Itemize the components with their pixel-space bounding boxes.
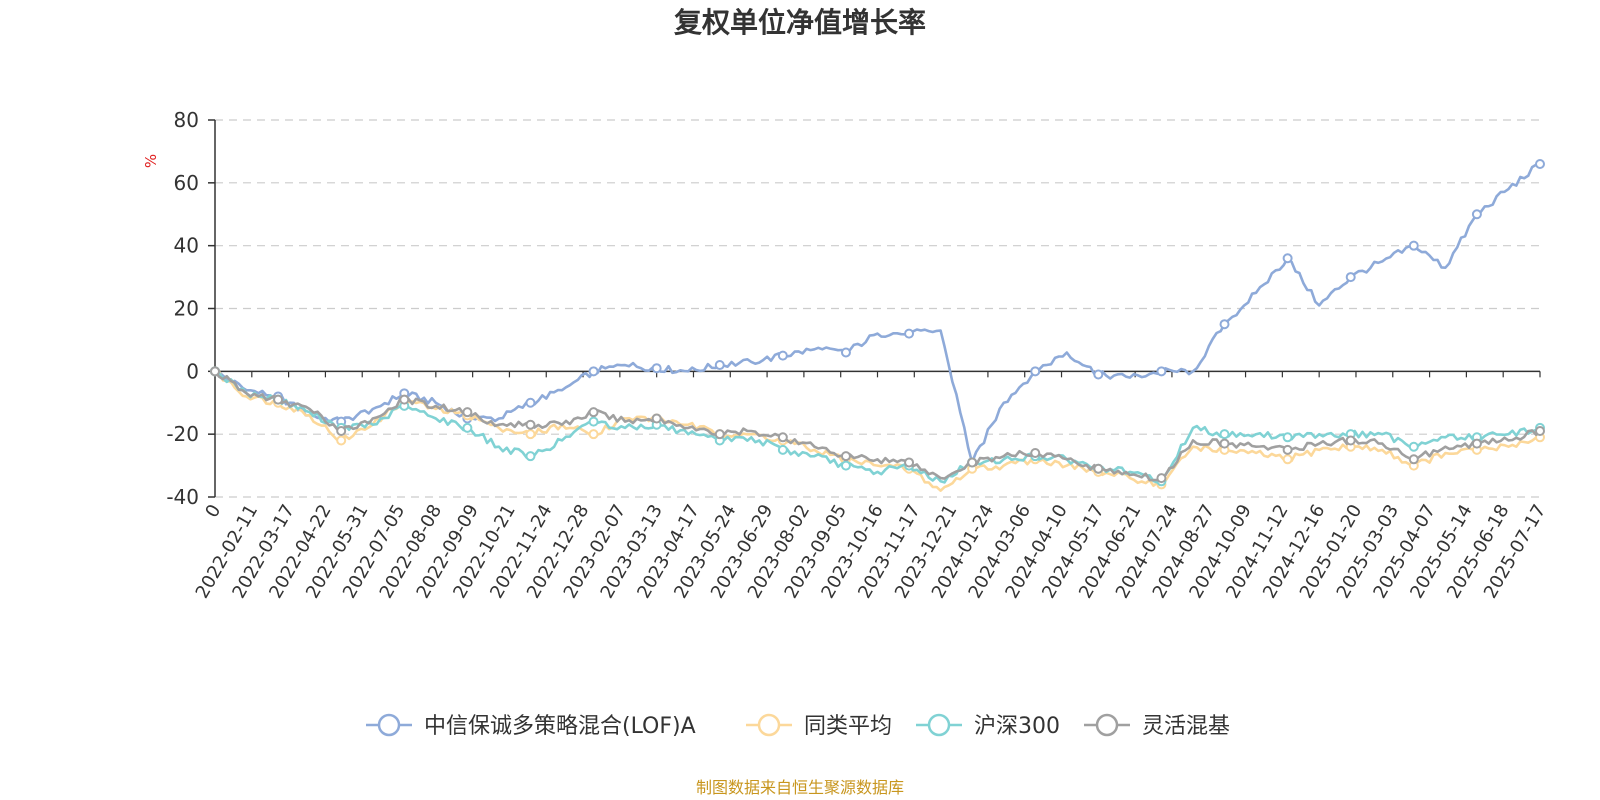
legend-label: 灵活混基: [1142, 714, 1230, 739]
series-marker: [399, 394, 410, 405]
series-marker: [1282, 253, 1293, 264]
y-axis-unit: %: [142, 154, 160, 168]
series-line: [214, 370, 1541, 484]
series-marker: [904, 328, 915, 339]
series-marker: [1219, 438, 1230, 449]
series-marker: [1535, 426, 1545, 437]
series-marker: [1471, 209, 1482, 220]
series-marker: [1030, 366, 1041, 377]
series-line: [214, 369, 1541, 492]
data-source-note: 制图数据来自恒生聚源数据库: [696, 778, 904, 797]
series-marker: [777, 432, 788, 443]
series-marker: [777, 444, 788, 455]
series-marker: [1535, 158, 1545, 169]
series-marker: [1345, 435, 1356, 446]
series-marker: [1282, 444, 1293, 455]
series-marker: [210, 366, 220, 377]
legend-label: 中信保诚多策略混合(LOF)A: [424, 714, 696, 739]
legend[interactable]: 中信保诚多策略混合(LOF)A 同类平均 沪深300 灵活混基: [366, 713, 1230, 739]
series-marker: [840, 347, 851, 358]
series-marker: [1156, 473, 1167, 484]
series-marker: [1408, 454, 1419, 465]
series-marker: [714, 360, 725, 371]
y-tick-label: 60: [174, 171, 199, 195]
series-marker: [1282, 432, 1293, 443]
series-marker: [1093, 369, 1104, 380]
series-marker: [1219, 429, 1230, 440]
legend-item[interactable]: 中信保诚多策略混合(LOF)A: [366, 713, 696, 739]
y-tick-label: -20: [166, 422, 199, 446]
series-marker: [1156, 366, 1167, 377]
legend-marker-icon: [757, 713, 781, 737]
series-marker: [525, 451, 536, 462]
series-marker: [336, 435, 347, 446]
series-marker: [1093, 463, 1104, 474]
series-marker: [777, 350, 788, 361]
series-marker: [462, 422, 473, 433]
y-tick-label: 20: [174, 297, 199, 321]
series-marker: [840, 451, 851, 462]
legend-label: 同类平均: [804, 714, 892, 739]
series-marker: [525, 419, 536, 430]
legend-marker-icon: [377, 713, 401, 737]
legend-item[interactable]: 同类平均: [746, 713, 892, 739]
legend-label: 沪深300: [974, 714, 1060, 739]
y-axis-ticks: 80 60 40 20 0 -20 -40: [166, 108, 215, 509]
legend-marker-icon: [1095, 713, 1119, 737]
legend-item[interactable]: 灵活混基: [1084, 713, 1230, 739]
series-marker: [525, 397, 536, 408]
grid-lines: [215, 119, 1540, 498]
legend-item[interactable]: 沪深300: [916, 713, 1060, 739]
series-marker: [651, 413, 662, 424]
series-marker: [714, 429, 725, 440]
series-marker: [588, 429, 599, 440]
series-marker: [1471, 438, 1482, 449]
series-marker: [588, 407, 599, 418]
series-marker: [336, 426, 347, 437]
series-marker: [1345, 272, 1356, 283]
series-marker: [273, 394, 284, 405]
series-marker: [588, 416, 599, 427]
series-marker: [967, 457, 978, 468]
series-marker: [1408, 240, 1419, 251]
series-marker: [462, 407, 473, 418]
series-lines: [210, 158, 1545, 492]
series-marker: [525, 429, 536, 440]
series-marker: [1030, 448, 1041, 459]
y-tick-label: 80: [174, 108, 199, 132]
y-tick-label: 0: [186, 359, 199, 383]
series-marker: [1282, 454, 1293, 465]
legend-marker-icon: [927, 713, 951, 737]
y-tick-label: 40: [174, 234, 199, 258]
x-tick-label: 0: [201, 501, 225, 521]
series-marker: [1219, 319, 1230, 330]
y-tick-label: -40: [166, 485, 199, 509]
series-line: [213, 370, 1541, 482]
series-line: [214, 162, 1541, 464]
chart-title: 复权单位净值增长率: [674, 6, 926, 39]
series-marker: [840, 460, 851, 471]
series-marker: [588, 366, 599, 377]
series-marker: [904, 457, 915, 468]
series-marker: [651, 363, 662, 374]
series-marker: [1408, 441, 1419, 452]
